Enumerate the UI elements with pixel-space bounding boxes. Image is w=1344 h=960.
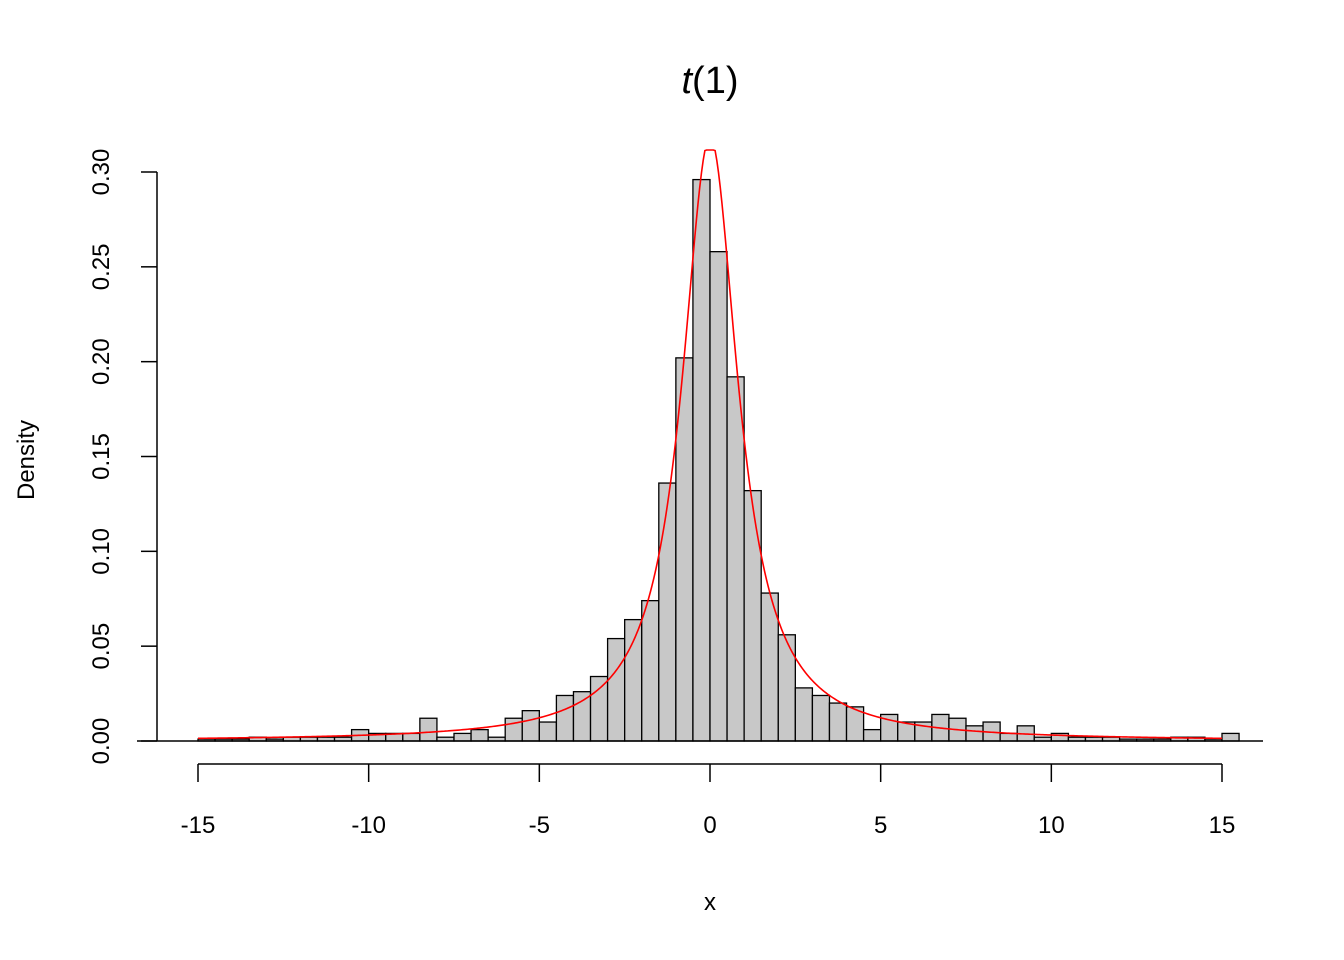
y-tick-label-5: 0.25 bbox=[88, 243, 115, 290]
y-tick-label-0: 0.00 bbox=[88, 718, 115, 765]
y-tick-label-2: 0.10 bbox=[88, 528, 115, 575]
histogram-bar-13 bbox=[419, 717, 438, 742]
histogram-bar-24 bbox=[606, 637, 626, 742]
x-axis-title: x bbox=[704, 889, 716, 916]
histogram-bar-23 bbox=[589, 675, 609, 742]
histogram-bar-47 bbox=[999, 732, 1018, 742]
density-curve bbox=[197, 149, 1223, 740]
y-tick-label-6: 0.30 bbox=[88, 149, 115, 196]
histogram-bar-30 bbox=[709, 251, 728, 742]
x-tick-label-3: 0 bbox=[703, 812, 716, 839]
histogram-bar-31 bbox=[726, 376, 745, 742]
y-tick-label-3: 0.15 bbox=[88, 433, 115, 480]
histogram-bar-16 bbox=[470, 728, 489, 742]
y-axis-title: Density bbox=[13, 420, 40, 500]
x-tick-label-2: -5 bbox=[529, 812, 550, 839]
chart-title-rest: (1) bbox=[692, 60, 738, 102]
x-tick-label-5: 10 bbox=[1038, 812, 1065, 839]
histogram-bar-36 bbox=[811, 694, 831, 742]
histogram-bar-60 bbox=[1221, 732, 1240, 742]
histogram-bar-15 bbox=[453, 732, 472, 742]
x-axis-ticks: -15 -10 -5 0 5 10 15 bbox=[181, 764, 1236, 839]
histogram-bars bbox=[197, 178, 1240, 742]
x-tick-label-1: -10 bbox=[351, 812, 386, 839]
histogram-bar-26 bbox=[641, 599, 660, 742]
histogram-bar-12 bbox=[402, 732, 421, 742]
histogram-bar-20 bbox=[538, 721, 558, 742]
histogram-bar-19 bbox=[521, 710, 540, 742]
x-tick-label-4: 5 bbox=[874, 812, 887, 839]
histogram-bar-25 bbox=[624, 618, 643, 742]
chart-title-italic: t bbox=[681, 60, 693, 102]
y-tick-label-1: 0.05 bbox=[88, 623, 115, 670]
histogram-bar-32 bbox=[743, 489, 762, 742]
histogram-bar-21 bbox=[555, 694, 575, 742]
histogram-bar-27 bbox=[658, 482, 677, 742]
histogram-bar-29 bbox=[692, 178, 711, 742]
y-tick-label-4: 0.20 bbox=[88, 338, 115, 385]
x-tick-label-0: -15 bbox=[181, 812, 216, 839]
histogram-bar-39 bbox=[862, 728, 882, 742]
chart-title: t(1) bbox=[681, 60, 738, 102]
histogram-bar-34 bbox=[777, 634, 796, 742]
histogram-bar-22 bbox=[572, 691, 592, 742]
x-tick-label-6: 15 bbox=[1209, 812, 1236, 839]
histogram-bar-37 bbox=[828, 702, 848, 742]
y-axis-ticks: 0.00 0.05 0.10 0.15 0.20 0.25 0.30 bbox=[88, 149, 157, 765]
histogram-bar-35 bbox=[794, 687, 814, 742]
histogram-bar-45 bbox=[965, 725, 984, 742]
